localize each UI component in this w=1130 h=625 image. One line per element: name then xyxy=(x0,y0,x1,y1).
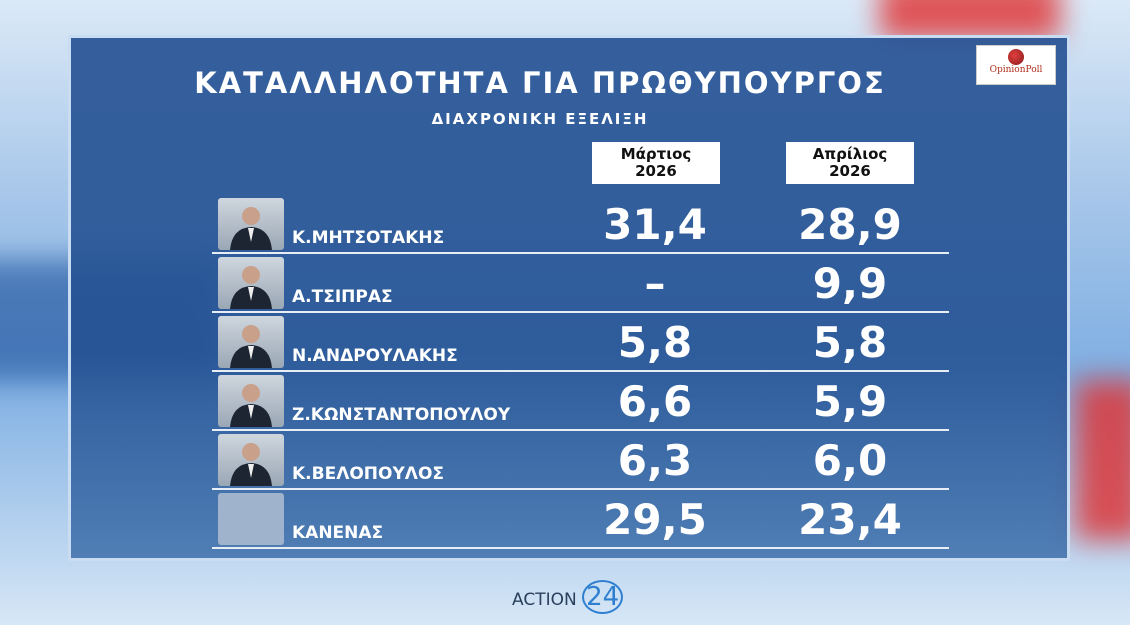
shirt xyxy=(248,346,254,360)
poll-value: 9,9 xyxy=(812,259,888,308)
candidate-name: Κ.ΒΕΛΟΠΟΥΛΟΣ xyxy=(292,464,445,484)
photo xyxy=(218,375,284,427)
candidate-name: Ζ.ΚΩΝΣΤΑΝΤΟΠΟΥΛΟΥ xyxy=(292,405,511,425)
photo xyxy=(218,257,284,309)
head xyxy=(242,266,260,284)
row-separator xyxy=(212,311,949,313)
candidate-name: Κ.ΜΗΤΣΟΤΑΚΗΣ xyxy=(292,228,445,248)
channel-brand: ACTION 24 xyxy=(512,580,624,614)
title: ΚΑΤΑΛΛΗΛΟΤΗΤΑ ΓΙΑ ΠΡΩΘΥΠΟΥΡΓΟΣ xyxy=(194,66,886,100)
poll-value: – xyxy=(644,259,666,308)
column-year: 2026 xyxy=(829,162,871,180)
photo xyxy=(218,434,284,486)
candidate-name: Ν.ΑΝΔΡΟΥΛΑΚΗΣ xyxy=(292,346,458,366)
shirt xyxy=(248,287,254,301)
row-separator xyxy=(212,370,949,372)
person-icon xyxy=(230,325,272,368)
poll-value: 29,5 xyxy=(603,495,707,544)
background-shape xyxy=(880,0,1060,40)
subtitle: ΔΙΑΧΡΟΝΙΚΗ ΕΞΕΛΙΞΗ xyxy=(431,110,649,128)
person-icon xyxy=(230,384,272,427)
row-separator xyxy=(212,252,949,254)
column-year: 2026 xyxy=(635,162,677,180)
person-icon xyxy=(230,207,272,250)
logo-icon xyxy=(1008,49,1024,65)
head xyxy=(242,443,260,461)
poll-value: 5,9 xyxy=(812,377,888,426)
poll-value: 6,3 xyxy=(617,436,693,485)
column-header: Απρίλιος 2026 xyxy=(786,142,914,184)
column-month: Μάρτιος xyxy=(620,145,692,163)
photo xyxy=(218,316,284,368)
poll-value: 6,0 xyxy=(812,436,888,485)
brand-text: ACTION xyxy=(512,590,577,610)
person-icon xyxy=(230,443,272,486)
column-month: Απρίλιος xyxy=(812,145,888,163)
shirt xyxy=(248,464,254,478)
photo xyxy=(218,493,284,545)
head xyxy=(242,384,260,402)
poll-value: 23,4 xyxy=(798,495,902,544)
candidate-name: ΚΑΝΕΝΑΣ xyxy=(292,523,384,543)
candidate-name: Α.ΤΣΙΠΡΑΣ xyxy=(292,287,393,307)
head xyxy=(242,325,260,343)
poll-value: 28,9 xyxy=(798,200,902,249)
photo xyxy=(218,198,284,250)
poll-value: 31,4 xyxy=(603,200,707,249)
row-separator xyxy=(212,547,949,549)
logo-text: OpinionPoll xyxy=(989,65,1043,75)
poll-value: 5,8 xyxy=(617,318,693,367)
poll-value: 5,8 xyxy=(812,318,888,367)
head xyxy=(242,207,260,225)
background-shape xyxy=(1075,380,1130,540)
row-separator xyxy=(212,429,949,431)
person-icon xyxy=(230,266,272,309)
logo: OpinionPoll xyxy=(976,45,1056,85)
shirt xyxy=(248,405,254,419)
row-separator xyxy=(212,488,949,490)
column-header: Μάρτιος 2026 xyxy=(592,142,720,184)
shirt xyxy=(248,228,254,242)
brand-number: 24 xyxy=(582,580,624,614)
poll-value: 6,6 xyxy=(617,377,693,426)
